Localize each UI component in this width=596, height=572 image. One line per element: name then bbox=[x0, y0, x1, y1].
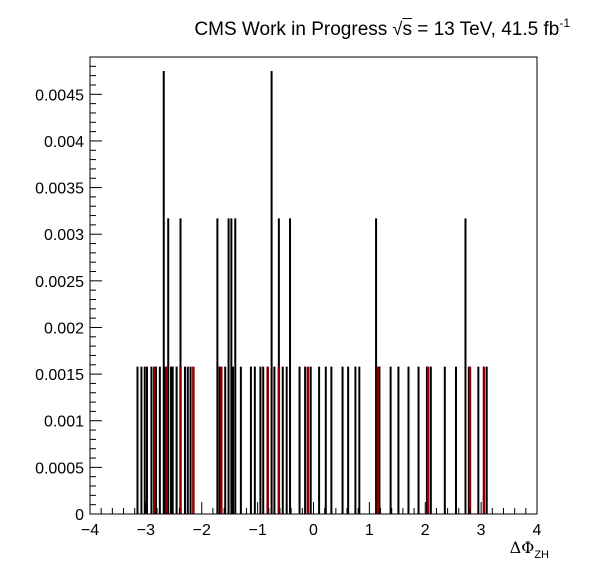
plot-frame bbox=[89, 56, 538, 515]
lumi-exponent: -1 bbox=[559, 16, 570, 30]
x-axis-label-symbol: ΔΦ bbox=[510, 538, 535, 557]
x-tick-label: −3 bbox=[137, 522, 155, 539]
sqrt-symbol: √ bbox=[392, 19, 403, 39]
x-tick-label: 3 bbox=[477, 522, 486, 539]
y-tick-label: 0.002 bbox=[44, 320, 84, 337]
y-tick-label: 0.003 bbox=[44, 227, 84, 244]
x-tick-label: 0 bbox=[309, 522, 318, 539]
chart-title: CMS Work in Progress √s = 13 TeV, 41.5 f… bbox=[194, 16, 570, 41]
title-energy-lumi: = 13 TeV, 41.5 fb bbox=[411, 19, 560, 40]
y-tick-label: 0 bbox=[75, 507, 84, 524]
x-tick-label: 1 bbox=[365, 522, 374, 539]
y-tick-label: 0.001 bbox=[44, 414, 84, 431]
y-tick-label: 0.0045 bbox=[35, 87, 84, 104]
histogram-bars bbox=[136, 70, 488, 514]
y-tick-label: 0.0025 bbox=[35, 274, 84, 291]
x-axis-label-subscript: ZH bbox=[534, 549, 549, 561]
x-axis-label: ΔΦZH bbox=[510, 538, 549, 561]
title-prefix: CMS Work in Progress bbox=[194, 19, 388, 40]
x-tick-label: −4 bbox=[81, 522, 99, 539]
x-tick-label: −1 bbox=[249, 522, 267, 539]
x-tick-label: 2 bbox=[421, 522, 430, 539]
y-tick-label: 0.0015 bbox=[35, 367, 84, 384]
sqrt-variable: s bbox=[402, 19, 412, 40]
y-tick-label: 0.0035 bbox=[35, 181, 84, 198]
y-axis-ticks: 0 0.0005 0.001 0.0015 0.002 0.0025 0.003 0.0035… bbox=[35, 56, 102, 524]
x-axis-ticks: −4 −3 −2 −1 0 1 2 3 4 bbox=[81, 502, 542, 539]
y-tick-label: 0.004 bbox=[44, 134, 84, 151]
x-tick-label: −2 bbox=[193, 522, 211, 539]
y-tick-label: 0.0005 bbox=[35, 460, 84, 477]
x-tick-label: 4 bbox=[533, 522, 542, 539]
